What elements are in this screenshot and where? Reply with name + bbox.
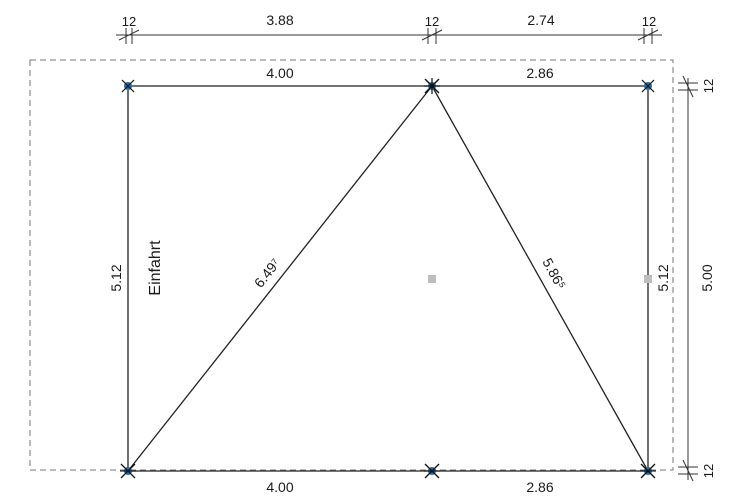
marker-square-center [428,275,436,283]
node-top-left [121,79,135,93]
node-top-right [641,79,655,93]
right-dim-12-top: 12 [701,79,716,93]
node-top-middle [424,78,440,94]
diagonal-left-label: 6.49⁷ [251,255,284,290]
marker-square-right [644,275,652,283]
top-edge-2-86: 2.86 [526,65,553,81]
diagonal-right-line [431,85,649,472]
top-dim-2-74: 2.74 [527,12,554,28]
dashed-boundary [29,59,674,471]
top-dim-12-right: 12 [642,14,656,29]
top-dim-12-middle: 12 [425,14,439,29]
bottom-edge-2-86: 2.86 [526,479,553,495]
node-bottom-right [640,463,656,479]
bottom-edge-4-00: 4.00 [266,479,293,495]
right-inner-5-12: 5.12 [655,264,671,291]
right-dim-5-00: 5.00 [699,264,715,291]
right-dim-12-bottom: 12 [701,464,716,478]
top-dimension-ticks [118,28,659,44]
node-bottom-left [120,463,136,479]
right-dimension-ticks [678,75,698,482]
entrance-label: Einfahrt [147,240,164,296]
node-bottom-middle [424,463,440,479]
top-dim-12-left: 12 [122,14,136,29]
left-side-5-12: 5.12 [108,264,124,291]
top-edge-4-00: 4.00 [266,65,293,81]
top-dim-3-88: 3.88 [266,12,293,28]
diagonal-left-line [127,85,433,472]
